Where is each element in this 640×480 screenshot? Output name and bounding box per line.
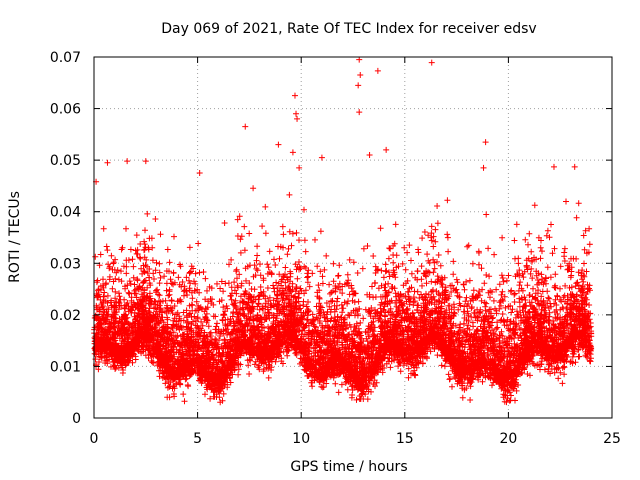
outlier-point: [294, 115, 301, 122]
outlier-point: [480, 164, 487, 171]
outlier-point: [356, 109, 363, 116]
outlier-point: [374, 67, 381, 74]
outlier-point: [428, 59, 435, 66]
outlier-point: [318, 154, 325, 161]
y-tick-label: 0.04: [50, 205, 81, 221]
chart-title: Day 069 of 2021, Rate Of TEC Index for r…: [161, 21, 536, 37]
y-axis-title: ROTI / TECUs: [7, 191, 23, 283]
y-tick-label: 0: [72, 411, 81, 427]
axis-ticks: [93, 56, 613, 419]
y-tick-label: 0.07: [50, 50, 81, 66]
x-tick-label: 15: [396, 431, 414, 447]
outlier-point: [366, 151, 373, 158]
outlier-point: [142, 158, 149, 165]
x-tick-label: 20: [499, 431, 517, 447]
x-tick-labels: 0 5 10 15 20 25: [90, 431, 621, 447]
x-tick-label: 25: [603, 431, 621, 447]
x-tick-label: 5: [193, 431, 202, 447]
outlier-point: [383, 146, 390, 153]
outlier-point: [550, 163, 557, 170]
outlier-point: [357, 72, 364, 79]
outlier-point: [355, 82, 362, 89]
outlier-point: [293, 110, 300, 117]
x-tick-label: 10: [292, 431, 310, 447]
outlier-point: [124, 158, 131, 165]
y-tick-label: 0.03: [50, 256, 81, 272]
plot-frame: [93, 56, 613, 419]
x-axis-title: GPS time / hours: [290, 459, 407, 475]
y-tick-label: 0.05: [50, 153, 81, 169]
data-points: [91, 56, 595, 406]
outlier-point: [571, 163, 578, 170]
scatter-cloud: [91, 185, 595, 406]
outlier-point: [196, 170, 203, 177]
outlier-point: [275, 141, 282, 148]
outlier-point: [296, 164, 303, 171]
outlier-point: [242, 123, 249, 130]
y-tick-label: 0.02: [50, 308, 81, 324]
x-tick-label: 0: [90, 431, 99, 447]
outlier-point: [356, 56, 363, 63]
outlier-point: [482, 139, 489, 146]
y-tick-label: 0.06: [50, 102, 81, 118]
outlier-point: [289, 149, 296, 156]
y-tick-label: 0.01: [50, 359, 81, 375]
outlier-point: [291, 92, 298, 99]
y-tick-labels: 0 0.01 0.02 0.03 0.04 0.05 0.06 0.07: [50, 50, 81, 427]
outlier-point: [104, 159, 111, 166]
